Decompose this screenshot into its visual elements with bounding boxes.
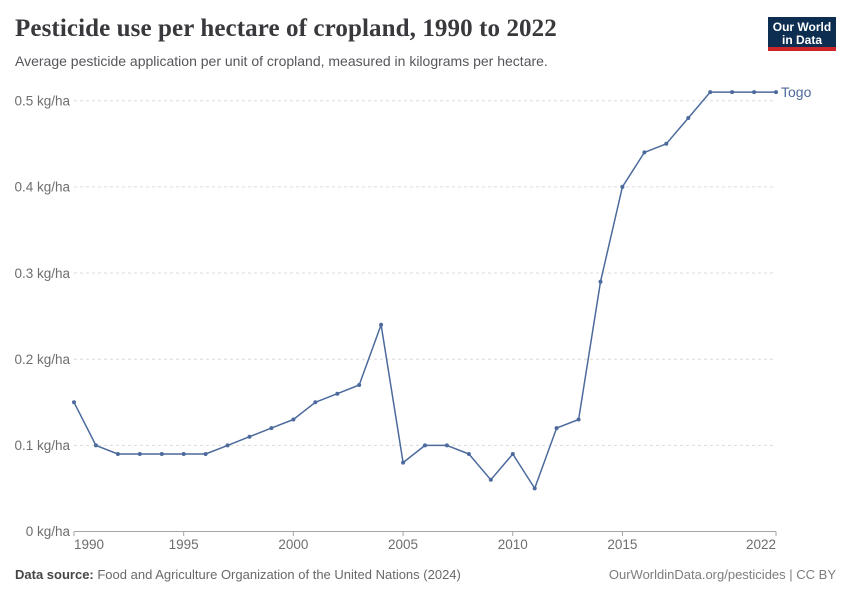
data-point — [620, 184, 625, 189]
x-axis-label: 1990 — [74, 537, 104, 552]
x-axis-label: 2000 — [278, 537, 308, 552]
data-point — [269, 426, 274, 431]
data-point — [444, 443, 449, 448]
data-point — [72, 400, 76, 405]
data-source-label: Data source: — [15, 567, 94, 582]
data-point — [247, 434, 252, 439]
owid-logo-line1: Our World — [772, 20, 832, 34]
data-point — [576, 417, 581, 422]
data-point — [115, 452, 120, 456]
data-point — [752, 90, 757, 95]
data-point — [686, 116, 691, 120]
y-axis-label: 0.2 kg/ha — [14, 352, 70, 367]
data-point — [181, 452, 186, 456]
data-point — [642, 150, 647, 155]
y-axis-label: 0.3 kg/ha — [14, 266, 70, 281]
data-point — [401, 460, 406, 465]
data-point — [291, 417, 296, 422]
data-point — [203, 452, 208, 456]
x-axis-label: 2022 — [746, 537, 776, 552]
data-point — [379, 322, 384, 327]
data-point — [708, 90, 713, 95]
x-axis-label: 1995 — [169, 537, 199, 552]
data-point — [423, 443, 427, 448]
page-title: Pesticide use per hectare of cropland, 1… — [15, 15, 557, 42]
data-point — [225, 443, 230, 448]
data-point — [664, 141, 669, 146]
line-chart: 0 kg/ha 0.1 kg/ha 0.2 kg/ha 0.3 kg/ha 0.4 kg… — [14, 84, 812, 552]
data-point — [774, 90, 778, 95]
owid-logo-line2: in Data — [781, 33, 822, 47]
page-subtitle: Average pesticide application per unit o… — [15, 53, 548, 69]
data-point — [313, 400, 318, 405]
data-point — [93, 443, 98, 448]
y-axis-label: 0.1 kg/ha — [14, 438, 70, 453]
x-axis-label: 2015 — [607, 537, 637, 552]
x-axis-label: 2005 — [388, 537, 418, 552]
data-point — [488, 477, 493, 482]
owid-logo[interactable]: Our World in Data — [768, 17, 836, 51]
owid-logo-accent-bar — [768, 47, 836, 51]
data-point — [510, 452, 515, 456]
data-point — [357, 383, 362, 387]
data-point — [335, 391, 340, 396]
data-point — [466, 452, 471, 456]
data-point — [137, 452, 142, 456]
data-source: Data source: Food and Agriculture Organi… — [15, 566, 461, 583]
y-axis-label: 0.4 kg/ha — [14, 180, 70, 195]
x-axis-label: 2010 — [498, 537, 528, 552]
chart-footer: Data source: Food and Agriculture Organi… — [15, 566, 836, 583]
series-end-label[interactable]: Togo — [781, 84, 812, 100]
data-point — [554, 426, 559, 431]
credit-link[interactable]: OurWorldinData.org/pesticides | CC BY — [608, 567, 836, 582]
data-point — [730, 90, 735, 95]
data-point — [532, 486, 537, 491]
y-axis-label: 0.5 kg/ha — [14, 93, 70, 108]
data-source-text: Food and Agriculture Organization of the… — [93, 567, 461, 582]
data-point — [598, 279, 603, 284]
data-point — [159, 452, 164, 456]
series-line — [73, 91, 776, 490]
y-axis-label: 0 kg/ha — [26, 524, 71, 539]
